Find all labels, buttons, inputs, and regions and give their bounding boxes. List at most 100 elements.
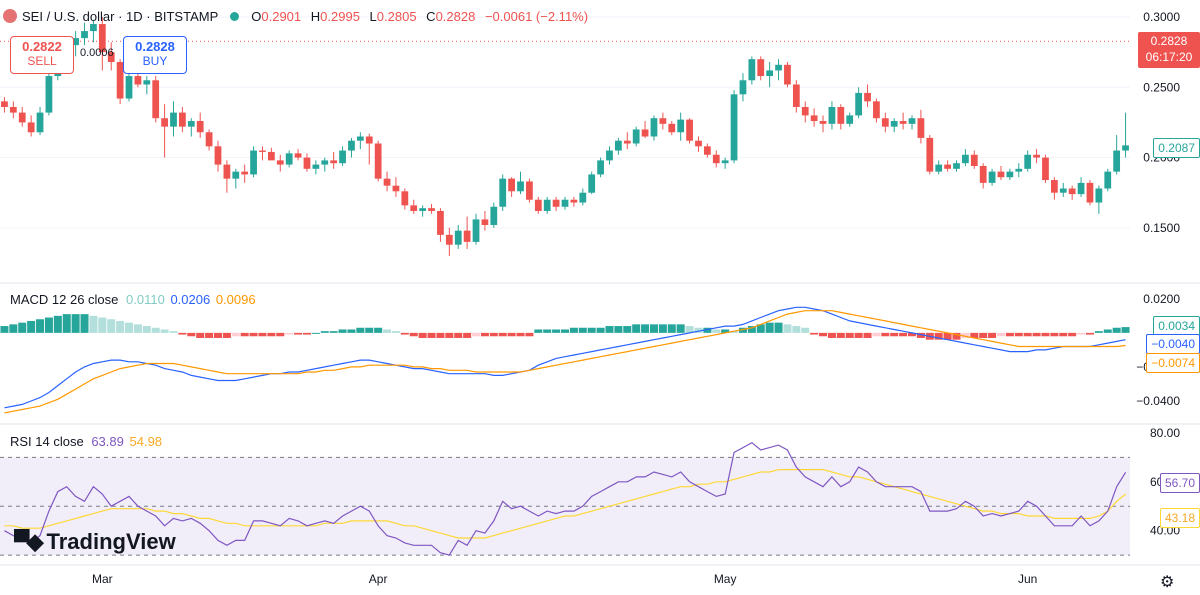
candle-body — [36, 112, 44, 133]
candle-body — [170, 112, 177, 127]
candle-body — [445, 234, 453, 245]
high-value: 0.2995 — [320, 8, 360, 24]
macd-histogram-bar — [1077, 332, 1086, 335]
macd-histogram-bar — [27, 320, 36, 333]
candle-body — [508, 178, 515, 192]
macd-histogram-bar — [258, 332, 267, 337]
macd-histogram-bar — [961, 332, 970, 338]
tradingview-logo-icon: ▀◆ — [14, 529, 43, 554]
macd-histogram-bar — [525, 332, 534, 337]
candle-body — [454, 230, 462, 245]
sell-label: SELL — [27, 54, 57, 68]
rsi-line — [4, 441, 1127, 556]
macd-histogram-bar — [205, 332, 214, 338]
candle-body — [241, 171, 249, 175]
macd-histogram-bar — [792, 326, 801, 333]
macd-histogram-bar — [391, 331, 400, 333]
candle-body — [223, 164, 231, 179]
macd-histogram-bar — [934, 332, 943, 340]
macd-histogram-bar — [329, 331, 338, 333]
candle-body — [846, 115, 854, 124]
candle-body — [588, 174, 596, 193]
macd-histogram-bar — [783, 324, 792, 333]
macd-histogram-bar — [552, 329, 561, 333]
macd-histogram-bar — [703, 327, 712, 333]
candle-body — [543, 199, 551, 211]
macd-histogram-bar — [623, 326, 632, 333]
sell-price: 0.2822 — [22, 39, 62, 54]
macd-histogram-bar — [294, 332, 303, 335]
macd-histogram-bar — [62, 314, 71, 333]
candle-body — [864, 92, 871, 102]
ohlc-values: O0.2901 H0.2995 L0.2805 C0.2828 −0.0061 … — [251, 8, 589, 24]
symbol-title[interactable]: SEI / U.S. dollar · 1D · BITSTAMP — [22, 8, 219, 24]
candle-body — [810, 115, 818, 122]
macd-histogram-bar — [222, 332, 231, 338]
buy-button[interactable]: 0.2828 BUY — [123, 36, 187, 74]
candle-body — [1086, 182, 1094, 203]
macd-histogram-bar — [863, 332, 872, 338]
candle-body — [1042, 157, 1049, 181]
rsi-legend[interactable]: RSI 14 close 63.89 54.98 — [10, 434, 162, 449]
candle-body — [534, 199, 542, 211]
candle-body — [641, 129, 649, 137]
candle-body — [953, 163, 960, 169]
macd-histogram-bar — [53, 315, 62, 333]
macd-histogram-bar — [1085, 332, 1094, 335]
macd-histogram-bar — [445, 332, 454, 338]
candle-body — [561, 199, 569, 207]
candle-body — [926, 137, 934, 172]
macd-histogram-bar — [18, 322, 27, 333]
candle-body — [437, 210, 444, 235]
candle-body — [917, 118, 925, 138]
candle-body — [321, 160, 329, 165]
last-price-value: 0.2828 — [1150, 34, 1188, 48]
macd-axis-tick: −0.0400 — [1136, 394, 1180, 408]
macd-histogram-bar — [658, 324, 667, 333]
macd-histogram-bar — [240, 332, 249, 337]
candle-body — [526, 181, 533, 200]
macd-histogram-bar — [996, 332, 1005, 337]
macd-histogram-bar — [765, 322, 774, 333]
macd-legend[interactable]: MACD 12 26 close 0.0110 0.0206 0.0096 — [10, 292, 256, 307]
sell-button[interactable]: 0.2822 SELL — [10, 36, 74, 74]
macd-histogram-bar — [1050, 332, 1059, 337]
candle-body — [196, 121, 204, 133]
macd-line — [4, 306, 1126, 409]
candle-body — [1006, 171, 1014, 178]
macd-histogram-bar — [1014, 332, 1023, 337]
macd-histogram-bar — [970, 332, 979, 338]
macd-histogram-bar — [196, 332, 205, 338]
macd-histogram-bar — [107, 319, 116, 333]
macd-line-value: 0.0206 — [170, 292, 211, 307]
macd-histogram-bar — [1005, 332, 1014, 337]
candle-body — [330, 160, 338, 164]
macd-hist-tag: 0.0034 — [1153, 316, 1200, 336]
macd-histogram-bar — [365, 327, 374, 333]
candle-body — [134, 76, 142, 85]
candle-body — [374, 143, 382, 179]
settings-gear-icon[interactable]: ⚙ — [1160, 574, 1175, 591]
candle-body — [276, 160, 284, 165]
macd-histogram-bar — [801, 327, 810, 333]
macd-histogram-bar — [819, 332, 828, 337]
macd-histogram-bar — [641, 324, 650, 333]
macd-histogram-bar — [231, 332, 240, 337]
candle-body — [499, 178, 507, 207]
macd-histogram-bar — [587, 327, 596, 333]
macd-histogram-bar — [178, 332, 187, 335]
market-open-icon — [230, 11, 240, 21]
candle-body — [1077, 182, 1085, 195]
macd-histogram-bar — [916, 332, 925, 338]
macd-hist-value: 0.0110 — [126, 292, 165, 307]
rsi-ma-tag: 43.18 — [1159, 508, 1200, 528]
macd-histogram-bar — [890, 332, 899, 337]
candle-body — [116, 62, 124, 99]
rsi-band-background — [0, 457, 1130, 556]
candle-body — [285, 153, 293, 165]
candle-body — [90, 24, 97, 32]
candle-body — [428, 208, 435, 211]
macd-histogram-bar — [596, 327, 605, 333]
candle-body — [1050, 180, 1058, 193]
